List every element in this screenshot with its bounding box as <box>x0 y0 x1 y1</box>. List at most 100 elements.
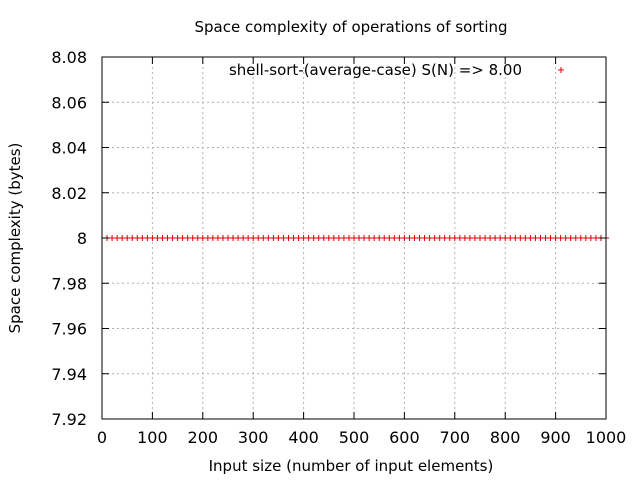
data-point <box>330 235 337 241</box>
data-point <box>149 235 156 241</box>
data-point <box>144 235 151 241</box>
data-point <box>219 235 226 241</box>
data-point <box>461 235 468 241</box>
data-point <box>114 235 121 241</box>
data-point <box>386 235 393 241</box>
data-point <box>124 235 131 241</box>
data-point <box>502 235 509 241</box>
data-point <box>154 235 161 241</box>
data-point <box>315 235 322 241</box>
data-point <box>275 235 282 241</box>
data-point <box>189 235 196 241</box>
data-point <box>310 235 317 241</box>
data-point <box>356 235 363 241</box>
y-tick-label: 8.04 <box>51 139 87 158</box>
data-point <box>577 235 584 241</box>
x-tick-label: 0 <box>97 428 107 447</box>
data-point <box>542 235 549 241</box>
y-tick-label: 7.94 <box>51 365 87 384</box>
data-point <box>265 235 272 241</box>
data-point <box>270 235 277 241</box>
data-point <box>522 235 529 241</box>
data-point <box>406 235 413 241</box>
x-tick-label: 300 <box>238 428 269 447</box>
y-tick-label: 8.06 <box>51 93 87 112</box>
y-tick-label: 7.96 <box>51 320 87 339</box>
data-point <box>497 235 504 241</box>
data-point <box>582 235 589 241</box>
data-point <box>477 235 483 241</box>
data-point <box>240 235 247 241</box>
data-point <box>431 235 438 241</box>
data-point <box>295 235 302 241</box>
data-point <box>411 235 418 241</box>
data-point <box>179 235 186 241</box>
data-point <box>507 235 514 241</box>
data-point <box>134 235 141 241</box>
data-point <box>184 235 191 241</box>
data-point <box>401 235 408 241</box>
data-point <box>371 235 378 241</box>
data-point <box>537 235 544 241</box>
data-point <box>340 235 347 241</box>
data-point <box>366 235 373 241</box>
y-tick-label: 8.02 <box>51 184 87 203</box>
data-point <box>527 235 534 241</box>
data-point <box>225 235 231 241</box>
data-point <box>517 235 524 241</box>
x-tick-label: 900 <box>540 428 571 447</box>
data-point <box>214 235 221 241</box>
data-point <box>482 235 489 241</box>
x-tick-label: 500 <box>339 428 370 447</box>
data-point <box>557 235 564 241</box>
y-tick-label: 7.92 <box>51 410 87 429</box>
x-axis-ticks: 0 100 200 300 400 500 600 700 800 900 1000 <box>97 57 626 447</box>
data-point <box>351 235 357 241</box>
data-point <box>204 235 211 241</box>
data-point <box>471 235 478 241</box>
x-axis-title: Input size (number of input elements) <box>209 457 494 475</box>
y-axis-ticks: 7.92 7.94 7.96 7.98 8 8.02 8.04 8.06 8.08 <box>51 48 606 429</box>
data-point <box>381 235 388 241</box>
chart-title: Space complexity of operations of sortin… <box>194 18 507 36</box>
data-point <box>552 235 559 241</box>
y-tick-label: 7.98 <box>51 274 87 293</box>
x-tick-label: 400 <box>288 428 319 447</box>
data-point <box>335 235 342 241</box>
data-point <box>250 235 257 241</box>
data-point <box>235 235 242 241</box>
data-point <box>391 235 398 241</box>
data-point <box>325 235 332 241</box>
data-point <box>562 235 569 241</box>
y-tick-label: 8 <box>77 229 87 248</box>
y-tick-label: 8.08 <box>51 48 87 67</box>
data-point <box>487 235 494 241</box>
data-point <box>512 235 519 241</box>
x-tick-label: 800 <box>490 428 521 447</box>
data-point <box>139 235 146 241</box>
data-point <box>396 235 403 241</box>
data-point <box>109 235 116 241</box>
data-point <box>532 235 539 241</box>
data-points <box>104 235 609 241</box>
data-point <box>345 235 352 241</box>
data-point <box>164 235 171 241</box>
x-tick-label: 600 <box>389 428 420 447</box>
data-point <box>230 235 237 241</box>
data-point <box>209 235 216 241</box>
data-point <box>466 235 473 241</box>
data-point <box>255 235 262 241</box>
data-point <box>456 235 463 241</box>
data-point <box>194 235 201 241</box>
x-tick-label: 1000 <box>586 428 627 447</box>
data-point <box>245 235 252 241</box>
legend-marker <box>558 67 564 73</box>
data-point <box>451 235 458 241</box>
data-point <box>492 235 499 241</box>
data-point <box>119 235 126 241</box>
data-point <box>421 235 428 241</box>
data-point <box>446 235 453 241</box>
data-point <box>174 235 181 241</box>
data-point <box>260 235 267 241</box>
